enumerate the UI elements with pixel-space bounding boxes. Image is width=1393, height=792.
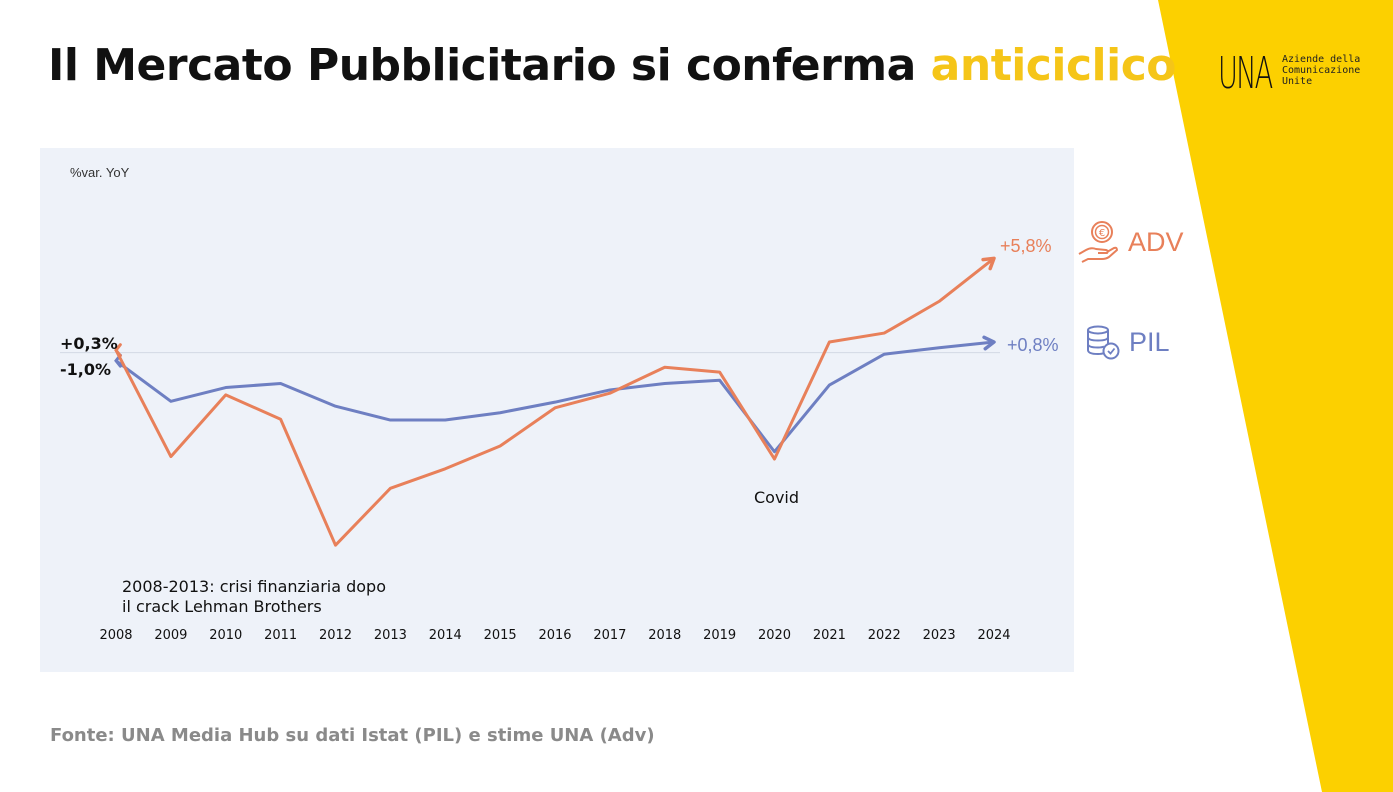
covid-annotation: Covid (754, 488, 800, 507)
logo-line3: Unite (1282, 76, 1313, 87)
pil-start-value: -1,0% (60, 360, 112, 379)
x-tick-label: 2008 (99, 628, 132, 643)
x-tick-label: 2022 (868, 628, 901, 643)
x-tick-label: 2020 (758, 628, 791, 643)
title-main: Il Mercato Pubblicitario si conferma (48, 40, 931, 91)
logo-line2: Comunicazione (1282, 65, 1361, 76)
crisis-annotation: 2008-2013: crisi finanziaria dopo il cra… (122, 577, 386, 617)
x-tick-label: 2014 (429, 628, 462, 643)
legend-pil-label: PIL (1129, 326, 1170, 357)
legend-adv-label: ADV (1128, 226, 1184, 257)
x-tick-label: 2010 (209, 628, 242, 643)
x-tick-label: 2012 (319, 628, 352, 643)
x-tick-label: 2011 (264, 628, 297, 643)
logo-line1: Aziende della (1282, 54, 1361, 65)
series-line-adv (114, 257, 995, 547)
series-start-marker-adv (114, 343, 122, 358)
title-accent: anticiclico (930, 40, 1177, 91)
adv-end-value: +5,8% (1000, 236, 1052, 256)
series-arrowhead-adv (981, 256, 996, 271)
y-axis-unit-label: %var. YoY (70, 165, 130, 180)
hand-coin-icon: € (1078, 221, 1118, 263)
x-tick-label: 2018 (648, 628, 681, 643)
legend-pil: PIL (1085, 324, 1170, 360)
pil-end-value: +0,8% (1007, 335, 1059, 355)
x-tick-label: 2023 (923, 628, 956, 643)
x-tick-label: 2016 (538, 628, 571, 643)
crisis-annotation-line1: 2008-2013: crisi finanziaria dopo (122, 577, 386, 596)
svg-text:€: € (1099, 228, 1105, 239)
crisis-annotation-line2: il crack Lehman Brothers (122, 597, 322, 616)
legend-adv: € ADV (1076, 220, 1184, 264)
logo-text: Aziende della Comunicazione Unite (1282, 54, 1360, 87)
x-tick-label: 2009 (154, 628, 187, 643)
adv-start-value: +0,3% (60, 334, 118, 353)
una-logo: UNA Aziende della Comunicazione Unite (1218, 52, 1360, 96)
x-tick-label: 2013 (374, 628, 407, 643)
slide-title: Il Mercato Pubblicitario si conferma ant… (48, 40, 1177, 91)
x-tick-label: 2024 (977, 628, 1010, 643)
source-note: Fonte: UNA Media Hub su dati Istat (PIL)… (50, 725, 655, 746)
coin-stack-icon (1087, 325, 1120, 360)
x-tick-label: 2019 (703, 628, 736, 643)
x-tick-label: 2015 (484, 628, 517, 643)
x-tick-label: 2021 (813, 628, 846, 643)
series-arrowhead-pil (982, 335, 996, 351)
series-line-pil (115, 340, 995, 454)
x-tick-label: 2017 (593, 628, 626, 643)
